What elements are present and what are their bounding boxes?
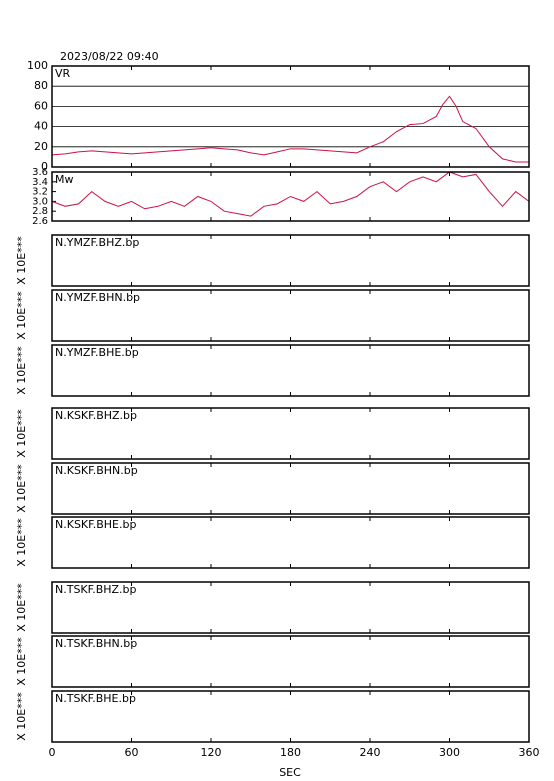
x-tick-label: 60 <box>125 746 139 759</box>
y-tick-label: 40 <box>34 120 48 133</box>
trace-label: N.YMZF.BHZ.bp <box>55 236 139 249</box>
trace-label: N.TSKF.BHE.bp <box>55 692 136 705</box>
scale-label: X 10E*** <box>15 291 28 340</box>
y-tick-label: 3.6 <box>32 167 48 178</box>
panel-label: Mw <box>55 173 74 186</box>
scale-label: X 10E*** <box>15 236 28 285</box>
trace-label: N.TSKF.BHN.bp <box>55 637 137 650</box>
trace-label: N.YMZF.BHN.bp <box>55 291 140 304</box>
y-tick-label: 2.8 <box>32 206 48 217</box>
y-tick-label: 20 <box>34 140 48 153</box>
trace-label: N.KSKF.BHZ.bp <box>55 409 137 422</box>
x-tick-label: 0 <box>49 746 56 759</box>
y-tick-label: 0 <box>41 160 48 173</box>
y-tick-label: 100 <box>27 59 48 72</box>
y-tick-label: 3.0 <box>32 196 48 207</box>
date-title: 2023/08/22 09:40 <box>60 50 159 63</box>
scale-label: X 10E*** <box>15 409 28 458</box>
y-tick-label: 2.6 <box>32 216 48 227</box>
y-tick-label: 60 <box>34 99 48 112</box>
scale-label: X 10E*** <box>15 583 28 632</box>
line-series <box>51 95 529 163</box>
y-tick-label: 3.4 <box>32 177 48 188</box>
x-tick-label: 300 <box>439 746 460 759</box>
x-tick-label: 120 <box>201 746 222 759</box>
scale-label: X 10E*** <box>15 637 28 686</box>
y-tick-label: 3.2 <box>32 187 48 198</box>
x-tick-label: 360 <box>519 746 540 759</box>
x-tick-label: 240 <box>360 746 381 759</box>
trace-label: N.YMZF.BHE.bp <box>55 346 139 359</box>
panel-frame <box>51 65 530 168</box>
y-tick-label: 80 <box>34 79 48 92</box>
line-series <box>51 171 530 217</box>
trace-label: N.TSKF.BHZ.bp <box>55 583 137 596</box>
x-axis-label: SEC <box>279 766 301 779</box>
trace-label: N.KSKF.BHN.bp <box>55 464 138 477</box>
scale-label: X 10E*** <box>15 464 28 513</box>
scale-label: X 10E*** <box>15 692 28 741</box>
scale-label: X 10E*** <box>15 518 28 567</box>
scale-label: X 10E*** <box>15 346 28 395</box>
trace-label: N.KSKF.BHE.bp <box>55 518 136 531</box>
x-tick-label: 180 <box>280 746 301 759</box>
panel-label: VR <box>55 67 71 80</box>
